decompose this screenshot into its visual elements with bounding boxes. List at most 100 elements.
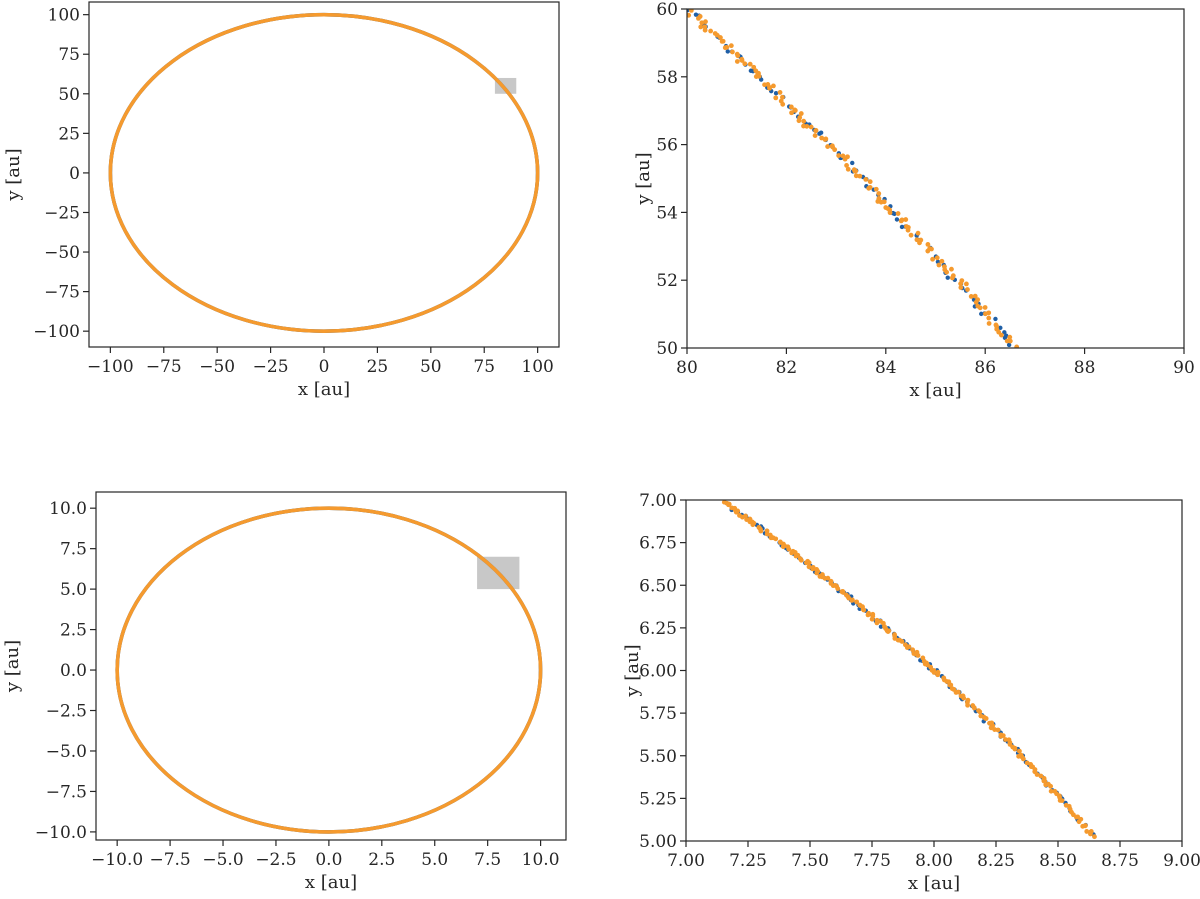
data-point: [702, 24, 708, 30]
data-point: [917, 240, 922, 246]
data-point: [812, 133, 818, 138]
x-tick-label: 7.5: [474, 850, 501, 870]
data-point: [953, 690, 959, 695]
data-point: [1007, 338, 1013, 344]
data-point: [1007, 334, 1013, 340]
data-point: [965, 702, 971, 708]
data-point: [873, 186, 879, 192]
y-tick-label: 7.5: [60, 540, 87, 560]
data-point: [798, 557, 804, 563]
x-tick-label: 90: [1173, 358, 1195, 378]
x-axis-label: x [au]: [305, 872, 357, 893]
plot-area: [115, 506, 543, 834]
data-point: [878, 624, 884, 629]
x-tick-label: 25: [367, 357, 389, 377]
data-point: [899, 224, 905, 230]
y-tick-label: 5.50: [639, 747, 677, 767]
plot-area: [108, 12, 540, 333]
data-point: [726, 502, 731, 508]
data-point: [687, 12, 692, 18]
series-0: [724, 500, 1096, 837]
data-point: [986, 315, 992, 321]
x-tick-label: 10.0: [522, 850, 560, 870]
data-point: [825, 575, 831, 581]
data-point: [1006, 342, 1012, 348]
data-point: [915, 230, 921, 236]
data-point: [986, 310, 992, 316]
data-point: [825, 144, 831, 149]
data-point: [725, 49, 730, 54]
data-point: [815, 568, 821, 574]
axes-frame: [95, 491, 567, 841]
data-point: [931, 670, 937, 675]
data-point: [1034, 772, 1040, 777]
data-point: [863, 177, 869, 182]
data-point: [898, 218, 904, 224]
data-point: [854, 599, 860, 605]
data-point: [1003, 737, 1008, 742]
y-tick-label: −5.0: [46, 742, 87, 762]
data-point: [795, 552, 801, 558]
data-point: [702, 27, 708, 33]
data-point: [965, 287, 970, 292]
data-point: [788, 104, 794, 110]
data-point: [1084, 829, 1090, 834]
data-point: [964, 281, 969, 287]
orbit-ring: [108, 12, 540, 333]
data-point: [806, 560, 812, 566]
data-point: [866, 185, 872, 191]
data-point: [925, 248, 931, 254]
orbit-ring: [115, 506, 543, 834]
data-point: [758, 528, 764, 534]
data-point: [780, 94, 785, 100]
data-point: [720, 38, 726, 44]
series-1: [108, 12, 540, 333]
data-point: [935, 672, 941, 678]
data-point: [1074, 814, 1079, 820]
y-tick-label: −50: [44, 243, 80, 263]
data-point: [767, 85, 772, 91]
data-point: [930, 256, 936, 262]
x-tick-label: −50: [199, 357, 235, 377]
data-point: [813, 128, 819, 133]
axes-frame: [88, 1, 560, 348]
y-axis-label: y [au]: [633, 152, 654, 205]
data-point: [742, 61, 748, 67]
y-tick-label: 10.0: [49, 499, 87, 519]
data-point: [842, 156, 848, 162]
x-tick-label: 7.50: [791, 851, 829, 871]
data-point: [708, 28, 714, 34]
data-point: [887, 210, 893, 216]
x-tick-label: 7.25: [729, 851, 767, 871]
data-point: [948, 682, 954, 688]
data-point: [828, 578, 834, 584]
data-point: [751, 64, 757, 70]
data-point: [972, 293, 978, 299]
data-point: [773, 91, 779, 96]
y-tick-label: 0.0: [60, 661, 87, 681]
data-point: [979, 311, 984, 317]
data-point: [718, 35, 723, 40]
series-0: [687, 9, 1012, 348]
x-tick-label: 8.75: [1101, 851, 1139, 871]
data-point: [786, 546, 792, 552]
data-point: [832, 147, 838, 153]
data-point: [975, 297, 981, 303]
data-point: [806, 564, 812, 570]
data-point: [915, 653, 921, 658]
y-tick-label: −7.5: [46, 782, 87, 802]
data-point: [950, 275, 955, 281]
y-tick-label: −25: [44, 203, 80, 223]
data-point: [876, 191, 882, 196]
data-point: [869, 616, 875, 622]
y-tick-label: 6.25: [639, 619, 677, 639]
x-axis-label: x [au]: [298, 379, 350, 400]
data-point: [998, 332, 1004, 338]
axes-frame: [686, 8, 1185, 349]
data-point: [886, 628, 892, 634]
y-tick-label: 2.5: [60, 621, 87, 641]
data-point: [881, 199, 887, 205]
x-tick-label: 5.0: [421, 850, 448, 870]
y-tick-label: −100: [33, 322, 80, 342]
